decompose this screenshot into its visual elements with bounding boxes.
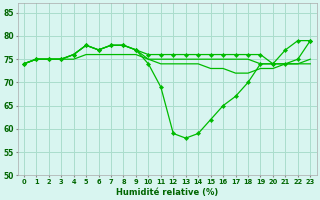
X-axis label: Humidité relative (%): Humidité relative (%)	[116, 188, 218, 197]
